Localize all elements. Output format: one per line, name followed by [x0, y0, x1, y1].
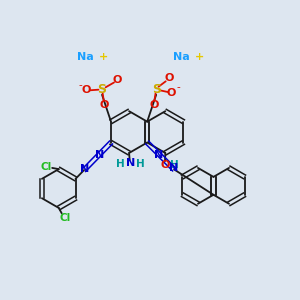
Text: Na: Na [77, 52, 94, 62]
Text: Cl: Cl [60, 213, 71, 224]
Text: Cl: Cl [40, 162, 52, 172]
Text: N: N [80, 164, 90, 174]
Text: O: O [99, 100, 109, 110]
Text: Na: Na [173, 52, 190, 62]
Text: -: - [78, 80, 82, 90]
Text: H: H [136, 159, 145, 169]
Text: O: O [167, 88, 176, 98]
Text: N: N [126, 158, 135, 167]
Text: O: O [160, 160, 169, 170]
Text: +: + [195, 52, 204, 62]
Text: N: N [169, 163, 178, 173]
Text: H: H [170, 160, 178, 170]
Text: N: N [95, 150, 104, 160]
Text: O: O [82, 85, 91, 95]
Text: O: O [113, 75, 122, 85]
Text: O: O [164, 73, 173, 83]
Text: S: S [98, 83, 106, 96]
Text: H: H [116, 159, 125, 169]
Text: +: + [99, 52, 108, 62]
Text: N: N [154, 150, 164, 160]
Text: S: S [152, 83, 161, 96]
Text: -: - [176, 82, 180, 92]
Text: O: O [150, 100, 159, 110]
